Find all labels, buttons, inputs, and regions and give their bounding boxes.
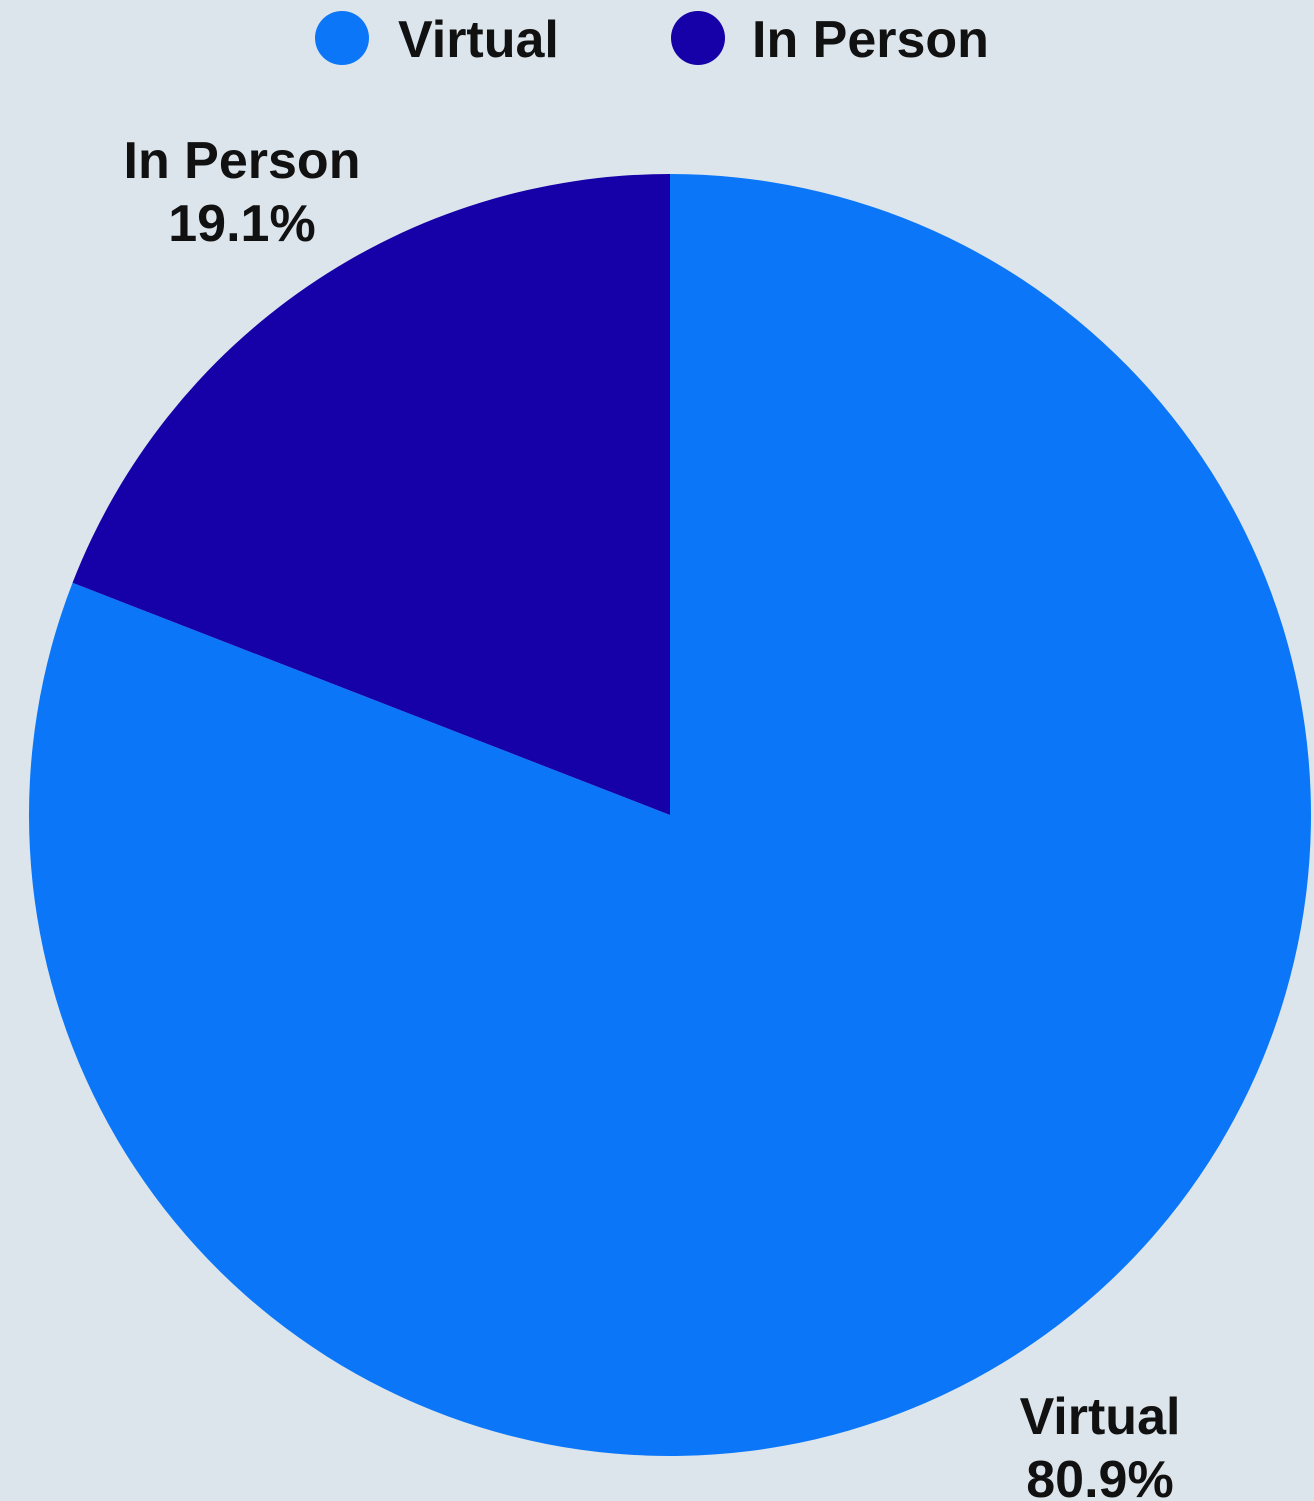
legend: Virtual In Person <box>315 11 989 69</box>
legend-item-virtual[interactable]: Virtual <box>315 11 559 69</box>
slice-label-virtual: Virtual 80.9% <box>1020 1388 1181 1501</box>
slice-label-in-person: In Person 19.1% <box>124 132 361 253</box>
pie-slices <box>29 174 1311 1456</box>
slice-label-in-person-name: In Person <box>124 132 361 190</box>
legend-swatch-virtual <box>315 11 369 65</box>
slice-label-virtual-percent: 80.9% <box>1026 1451 1173 1501</box>
slice-label-virtual-name: Virtual <box>1020 1388 1181 1446</box>
slice-label-in-person-percent: 19.1% <box>168 195 315 253</box>
legend-label-in-person: In Person <box>752 11 989 69</box>
legend-item-in-person[interactable]: In Person <box>671 11 989 69</box>
legend-swatch-in-person <box>671 11 725 65</box>
legend-label-virtual: Virtual <box>398 11 559 69</box>
